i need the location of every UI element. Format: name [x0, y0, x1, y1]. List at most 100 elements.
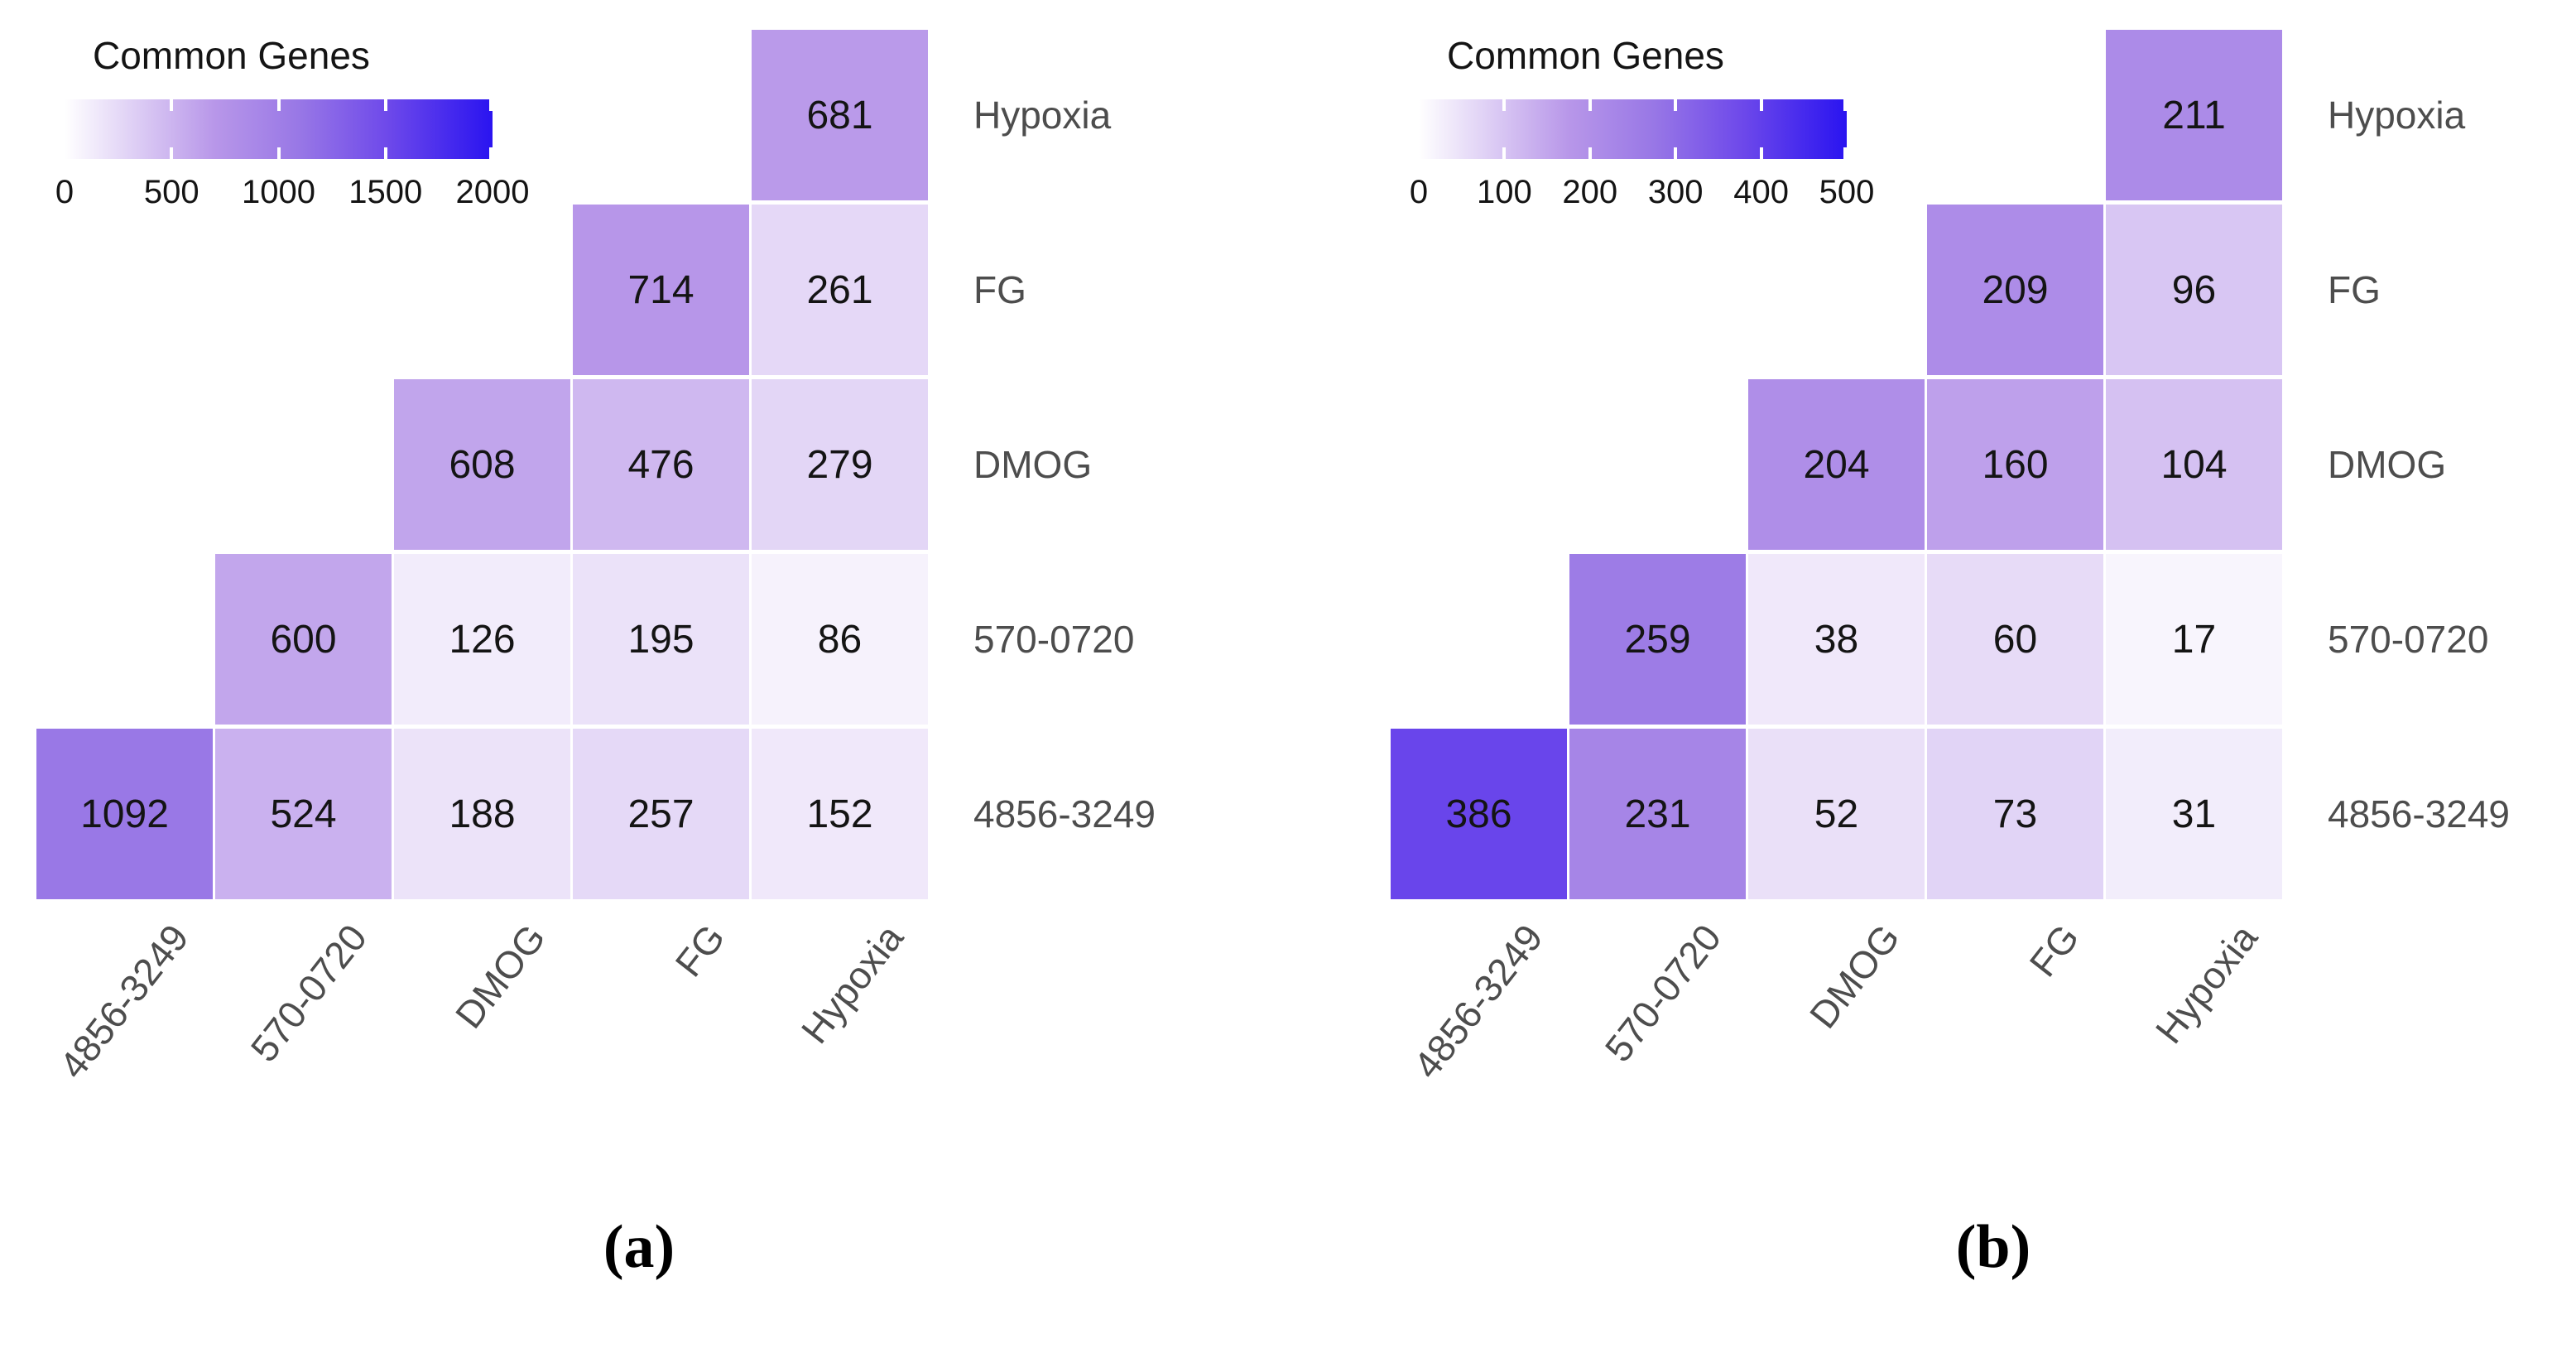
heatmap-cell: 279	[752, 379, 928, 550]
y-axis-label: 570-0720	[2328, 618, 2489, 661]
colorbar-tick-label: 1500	[348, 174, 423, 210]
cell-value: 152	[806, 792, 873, 836]
heatmap-cell: 195	[573, 554, 749, 725]
x-axis-label: 570-0720	[242, 916, 376, 1070]
cell-value: 31	[2171, 792, 2217, 836]
colorbar-tick-label: 500	[143, 174, 199, 210]
cell-value: 211	[2162, 93, 2226, 137]
cell-value: 160	[1982, 442, 2049, 487]
y-axis-label: FG	[2328, 268, 2381, 311]
colorbar-tick	[276, 147, 281, 159]
cell-value: 60	[1992, 617, 2038, 662]
heatmap-cell: 386	[1391, 729, 1567, 899]
colorbar-tick	[1843, 147, 1847, 159]
legend-colorbar	[1419, 99, 1847, 159]
x-axis-label: FG	[2020, 916, 2088, 985]
colorbar-tick-label: 200	[1562, 174, 1618, 210]
colorbar-tick	[1759, 147, 1763, 159]
cell-value: 261	[806, 267, 873, 312]
y-axis-label: FG	[973, 268, 1026, 311]
cell-value: 279	[806, 442, 873, 487]
cell-value: 600	[270, 617, 337, 662]
cell-value: 73	[1992, 792, 2038, 836]
cell-value: 259	[1624, 617, 1691, 662]
heatmap-cell: 476	[573, 379, 749, 550]
heatmap-cell: 209	[1927, 205, 2103, 375]
cell-value: 188	[449, 792, 516, 836]
x-axis-label: Hypoxia	[792, 916, 912, 1052]
panel-b: Common Genes 0 100 200 300 400 500 211 Hypoxia 20…	[1354, 0, 2576, 1353]
colorbar-tick	[1588, 99, 1592, 111]
colorbar-tick-label: 0	[55, 174, 74, 210]
colorbar-tick-label: 500	[1819, 174, 1875, 210]
x-axis-label: DMOG	[1801, 916, 1909, 1037]
colorbar-tick	[170, 99, 174, 111]
cell-value: 96	[2171, 267, 2217, 312]
y-axis-label: 570-0720	[973, 618, 1135, 661]
heatmap-cell: 17	[2106, 554, 2282, 725]
cell-value: 386	[1445, 792, 1512, 836]
x-axis-label: DMOG	[447, 916, 555, 1037]
heatmap-cell: 152	[752, 729, 928, 899]
colorbar-tick-label: 0	[1409, 174, 1429, 210]
panel-caption: (b)	[1955, 1213, 2031, 1281]
heatmap-cell: 714	[573, 205, 749, 375]
heatmap-cell: 681	[752, 30, 928, 200]
y-axis-label: 4856-3249	[2328, 792, 2510, 835]
colorbar-tick	[1759, 99, 1763, 111]
colorbar-tick	[170, 147, 174, 159]
y-axis-label: DMOG	[973, 443, 1093, 486]
colorbar-tick	[1588, 147, 1592, 159]
heatmap-cell: 96	[2106, 205, 2282, 375]
heatmap-cell: 211	[2106, 30, 2282, 200]
heatmap-cell: 31	[2106, 729, 2282, 899]
cell-value: 204	[1803, 442, 1870, 487]
cell-value: 38	[1814, 617, 1859, 662]
y-axis-label: Hypoxia	[2328, 94, 2466, 137]
colorbar-tick	[383, 147, 387, 159]
legend-title: Common Genes	[1447, 34, 1724, 77]
heatmap-cell: 126	[394, 554, 570, 725]
cell-value: 126	[449, 617, 516, 662]
heatmap-cell: 73	[1927, 729, 2103, 899]
x-axis-label: FG	[666, 916, 733, 985]
heatmap-cell: 608	[394, 379, 570, 550]
heatmap-cell: 600	[215, 554, 392, 725]
colorbar-tick	[1843, 99, 1847, 111]
heatmap-cell: 104	[2106, 379, 2282, 550]
cell-value: 257	[627, 792, 694, 836]
cell-value: 608	[449, 442, 516, 487]
colorbar-tick-label: 2000	[455, 174, 530, 210]
colorbar-tick-label: 1000	[242, 174, 315, 210]
legend-colorbar	[65, 99, 493, 159]
cell-value: 524	[270, 792, 337, 836]
cell-value: 52	[1814, 792, 1859, 836]
cell-value: 104	[2160, 442, 2228, 487]
heatmap-cell: 86	[752, 554, 928, 725]
colorbar-tick	[1674, 99, 1678, 111]
cell-value: 195	[627, 617, 694, 662]
cell-value: 17	[2171, 617, 2217, 662]
cell-value: 86	[817, 617, 863, 662]
cell-value: 714	[627, 267, 694, 312]
heatmap-cell: 524	[215, 729, 392, 899]
panel-a: Common Genes 0 500 1000 1500 2000 681 Hypoxia 71…	[36, 30, 1156, 1281]
heatmap-cell: 261	[752, 205, 928, 375]
colorbar-tick-label: 100	[1477, 174, 1532, 210]
heatmap-cell: 204	[1748, 379, 1925, 550]
colorbar-tick	[276, 99, 281, 111]
heatmap-cell: 60	[1927, 554, 2103, 725]
x-axis-label: 4856-3249	[50, 916, 197, 1086]
colorbar-tick	[1502, 99, 1507, 111]
cell-value: 681	[806, 93, 873, 137]
y-axis-label: Hypoxia	[973, 94, 1112, 137]
y-axis-label: 4856-3249	[973, 792, 1156, 835]
heatmap-cell: 231	[1569, 729, 1746, 899]
legend-title: Common Genes	[93, 34, 370, 77]
cell-value: 1092	[80, 792, 169, 836]
colorbar-tick	[383, 99, 387, 111]
heatmap-cell: 188	[394, 729, 570, 899]
heatmap-cell: 1092	[36, 729, 213, 899]
x-axis-label: Hypoxia	[2146, 916, 2266, 1052]
